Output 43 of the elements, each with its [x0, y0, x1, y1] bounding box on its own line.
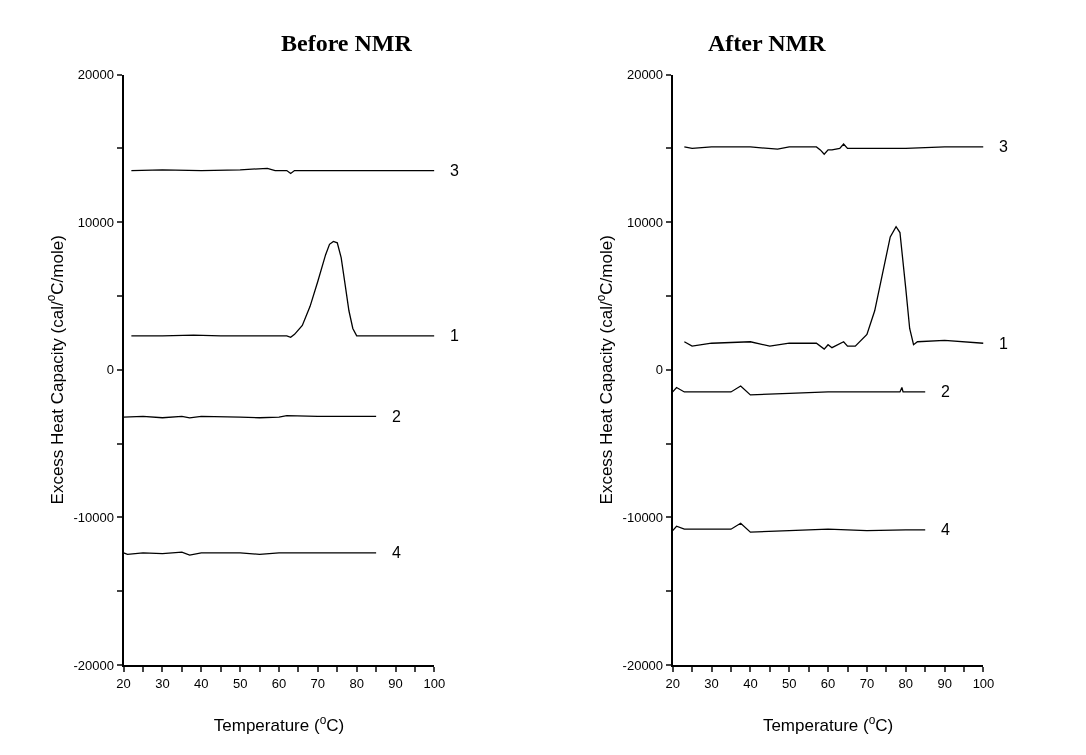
- x-tick-label: 40: [743, 675, 758, 691]
- y-tick-label: 10000: [626, 214, 664, 230]
- y-tick-label: -10000: [622, 509, 664, 525]
- series-label: 2: [941, 383, 950, 400]
- x-tick-label: 60: [820, 675, 836, 691]
- x-tick-label: 100: [972, 675, 995, 691]
- line-series: [683, 143, 984, 155]
- x-axis-title: Temperature ($^{o}$C): [213, 713, 345, 736]
- chart-title: After NMR: [708, 30, 827, 56]
- series-label: 4: [941, 521, 950, 538]
- x-tick-label: 70: [310, 675, 326, 691]
- series-label: 1: [450, 327, 459, 344]
- y-tick-label: -10000: [73, 509, 114, 525]
- y-tick-label: 20000: [626, 67, 664, 83]
- x-tick-label: 30: [704, 675, 719, 691]
- x-tick-label: 20: [665, 675, 680, 691]
- x-tick-label: 90: [388, 675, 403, 691]
- x-tick-label: 80: [349, 675, 364, 691]
- x-axis-title: Temperature ($^{o}$C): [762, 713, 894, 736]
- x-tick-label: 20: [116, 675, 131, 691]
- line-series: [130, 240, 435, 338]
- series-label: 1: [999, 335, 1008, 352]
- x-tick-label: 50: [782, 675, 797, 691]
- x-tick-label: 40: [194, 675, 209, 691]
- x-tick-label: 50: [232, 675, 248, 691]
- chart-title: Before NMR: [281, 30, 413, 56]
- x-tick-label: 100: [423, 675, 446, 691]
- y-tick-label: 10000: [77, 214, 114, 230]
- x-tick-label: 30: [155, 675, 170, 691]
- x-tick-label: 70: [859, 675, 875, 691]
- series-label: 4: [392, 544, 401, 561]
- x-tick-label: 80: [898, 675, 914, 691]
- x-tick-label: 60: [271, 675, 287, 691]
- series-label: 3: [999, 138, 1008, 155]
- x-tick-label: 90: [937, 675, 952, 691]
- series-label: 2: [392, 408, 401, 425]
- y-tick-label: 20000: [77, 67, 114, 83]
- y-tick-label: -20000: [73, 657, 114, 673]
- series-label: 3: [450, 162, 459, 179]
- y-tick-label: 0: [655, 362, 664, 378]
- line-series: [683, 225, 984, 350]
- y-tick-label: 0: [106, 362, 114, 378]
- y-tick-label: -20000: [622, 657, 664, 673]
